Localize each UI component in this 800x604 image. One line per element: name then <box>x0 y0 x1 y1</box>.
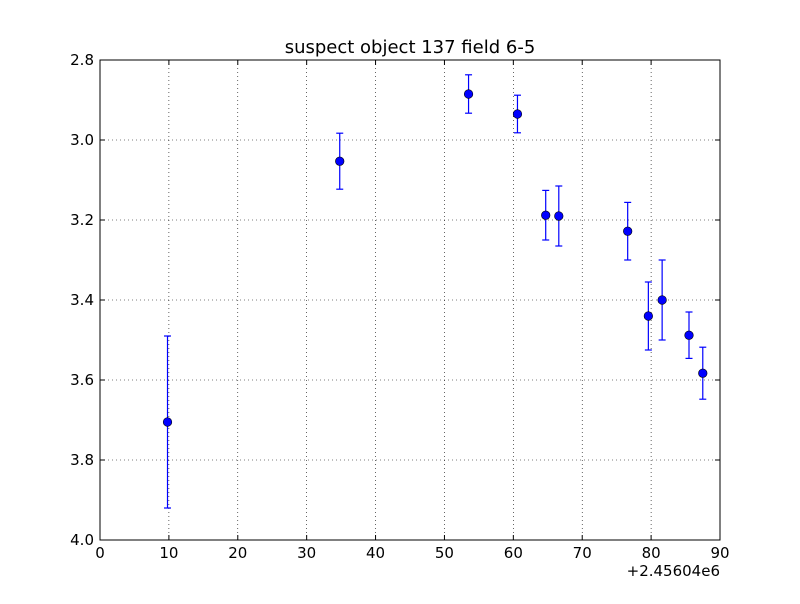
y-tick-label: 3.6 <box>70 371 94 389</box>
x-tick-label: 40 <box>366 544 385 562</box>
y-tick-label: 4.0 <box>70 531 94 549</box>
y-tick-label: 3.8 <box>70 451 94 469</box>
chart-title: suspect object 137 field 6-5 <box>285 37 536 58</box>
data-point <box>335 156 345 166</box>
data-point <box>512 109 523 119</box>
data-point <box>657 295 667 305</box>
data-point <box>623 226 633 236</box>
data-point <box>554 211 564 221</box>
data-points <box>162 89 708 427</box>
x-tick-label: 70 <box>573 544 592 562</box>
x-tick-label: 80 <box>642 544 661 562</box>
x-axis-ticks: 0 10 20 30 40 50 60 70 80 90 <box>95 60 730 562</box>
x-tick-label: 50 <box>435 544 454 562</box>
data-point <box>684 330 694 340</box>
data-point <box>643 311 653 321</box>
grid-lines <box>100 60 720 540</box>
data-point <box>162 417 173 427</box>
x-tick-label: 10 <box>159 544 178 562</box>
y-tick-label: 3.4 <box>70 291 94 309</box>
y-tick-label: 2.8 <box>70 51 94 69</box>
data-point <box>463 89 474 99</box>
data-point <box>698 368 708 378</box>
x-tick-label: 20 <box>228 544 247 562</box>
x-axis-offset-label: +2.45604e6 <box>627 562 720 580</box>
x-tick-label: 60 <box>504 544 523 562</box>
x-tick-label: 30 <box>297 544 316 562</box>
plot-area-frame <box>99 59 721 541</box>
x-tick-label: 0 <box>95 544 105 562</box>
y-tick-label: 3.2 <box>70 211 94 229</box>
y-axis-ticks: 2.8 3.0 3.2 3.4 3.6 3.8 4.0 <box>70 51 720 549</box>
y-tick-label: 3.0 <box>70 131 94 149</box>
x-tick-label: 90 <box>710 544 729 562</box>
data-point <box>541 210 551 220</box>
